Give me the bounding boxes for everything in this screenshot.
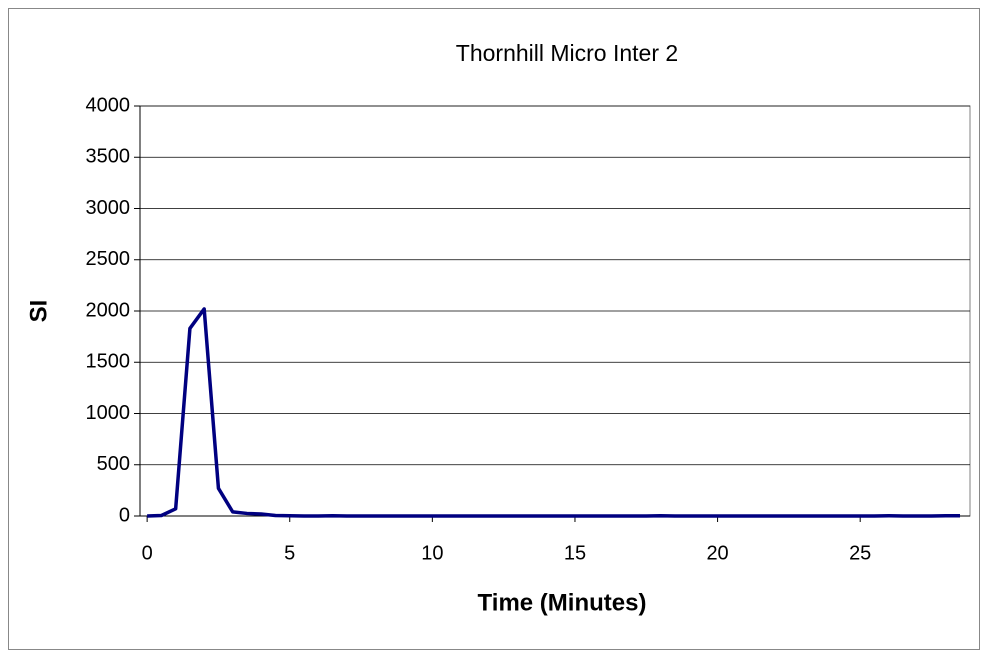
y-tick-label: 2500 — [86, 248, 131, 270]
y-tick-label: 2000 — [86, 299, 131, 321]
y-tick-label: 1000 — [86, 402, 131, 424]
data-line — [147, 307, 961, 518]
y-tick-label: 4000 — [86, 94, 131, 116]
chart-title: Thornhill Micro Inter 2 — [456, 40, 678, 66]
y-axis-label: SI — [25, 300, 52, 323]
y-tick-label: 3000 — [86, 197, 131, 219]
y-tick-label: 3500 — [86, 146, 131, 168]
y-tick-label: 1500 — [86, 351, 131, 373]
x-tick-label: 20 — [706, 542, 728, 564]
x-tick-label: 15 — [564, 542, 586, 564]
x-tick-label: 5 — [284, 542, 295, 564]
y-tick-label: 500 — [97, 453, 130, 475]
y-tick-label: 0 — [119, 504, 130, 526]
x-tick-label: 10 — [421, 542, 443, 564]
x-axis-label: Time (Minutes) — [478, 589, 647, 616]
x-tick-label: 0 — [142, 542, 153, 564]
x-tick-label: 25 — [849, 542, 871, 564]
